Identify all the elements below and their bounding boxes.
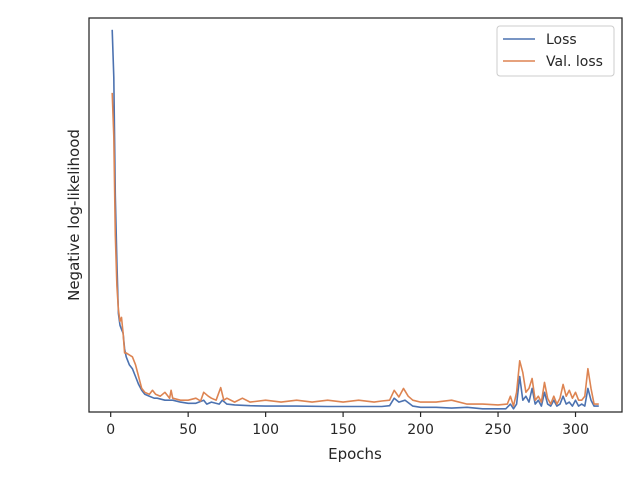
- x-tick-label: 0: [106, 422, 115, 438]
- plot-area-frame: [88, 17, 623, 413]
- x-tick-label: 250: [485, 422, 512, 438]
- x-tick-label: 50: [179, 422, 197, 438]
- x-tick-label: 150: [330, 422, 357, 438]
- legend-label-val-loss: Val. loss: [546, 54, 603, 70]
- x-tick-label: 200: [407, 422, 434, 438]
- series-line-val-loss: [111, 92, 599, 407]
- y-axis-label: Negative log-likelihood: [65, 129, 83, 301]
- x-tick-label: 100: [252, 422, 279, 438]
- legend: Loss Val. loss: [496, 25, 615, 77]
- x-axis: 0 50 100 150 200 250 300: [106, 412, 589, 438]
- series-layer: [111, 29, 599, 410]
- legend-label-loss: Loss: [546, 32, 577, 48]
- x-axis-label: Epochs: [328, 445, 382, 463]
- series-line-loss: [111, 29, 599, 410]
- x-tick-label: 300: [562, 422, 589, 438]
